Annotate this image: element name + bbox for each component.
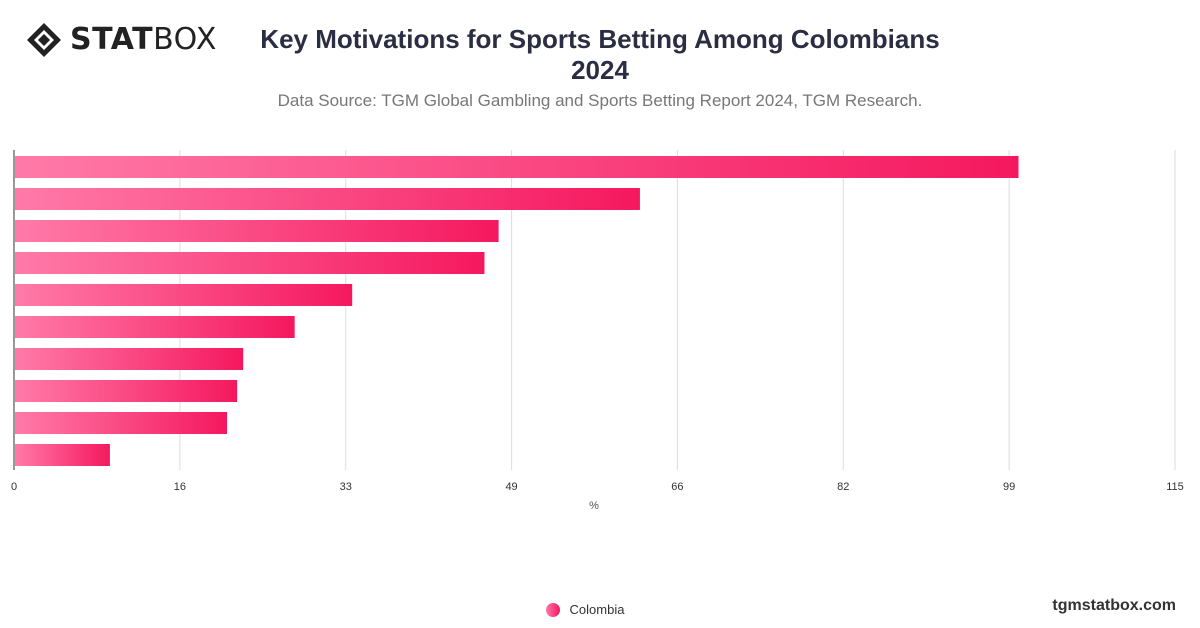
logo-text-bold: STAT <box>70 22 154 57</box>
chart-title-line1: Key Motivations for Sports Betting Among… <box>260 24 940 54</box>
bar[interactable] <box>15 316 295 338</box>
bar[interactable] <box>15 444 110 466</box>
legend[interactable]: Colombia <box>0 602 1200 617</box>
bar[interactable] <box>15 156 1019 178</box>
bar[interactable] <box>15 284 353 306</box>
chart-title-line2: 2024 <box>571 55 629 85</box>
statbox-logo-icon <box>27 23 61 57</box>
statbox-logo: STATBOX <box>26 22 217 58</box>
legend-marker <box>545 602 560 617</box>
x-tick-label: 33 <box>340 481 352 493</box>
bar[interactable] <box>15 252 485 274</box>
chart-subtitle: Data Source: TGM Global Gambling and Spo… <box>277 91 923 110</box>
x-axis-title: % <box>589 500 599 512</box>
x-tick-label: 99 <box>1003 481 1015 493</box>
bar[interactable] <box>15 348 244 370</box>
logo-wordmark: STATBOX <box>70 25 217 55</box>
x-axis-ticks: 0 16 33 49 66 82 99 115 <box>11 481 1184 493</box>
bar[interactable] <box>15 412 228 434</box>
x-tick-label: 82 <box>837 481 849 493</box>
x-tick-label: 16 <box>174 481 186 493</box>
x-tick-label: 0 <box>11 481 17 493</box>
x-tick-label: 49 <box>505 481 517 493</box>
bar[interactable] <box>15 220 499 242</box>
x-tick-label: 66 <box>671 481 683 493</box>
logo-text-light: BOX <box>153 22 217 57</box>
bar[interactable] <box>15 380 238 402</box>
chart-title: Key Motivations for Sports Betting Among… <box>200 24 1000 86</box>
legend-label: Colombia <box>569 602 625 617</box>
bar[interactable] <box>15 188 640 210</box>
x-tick-label: 115 <box>1166 481 1184 493</box>
bars <box>15 156 1019 466</box>
watermark: tgmstatbox.com <box>1052 597 1176 614</box>
